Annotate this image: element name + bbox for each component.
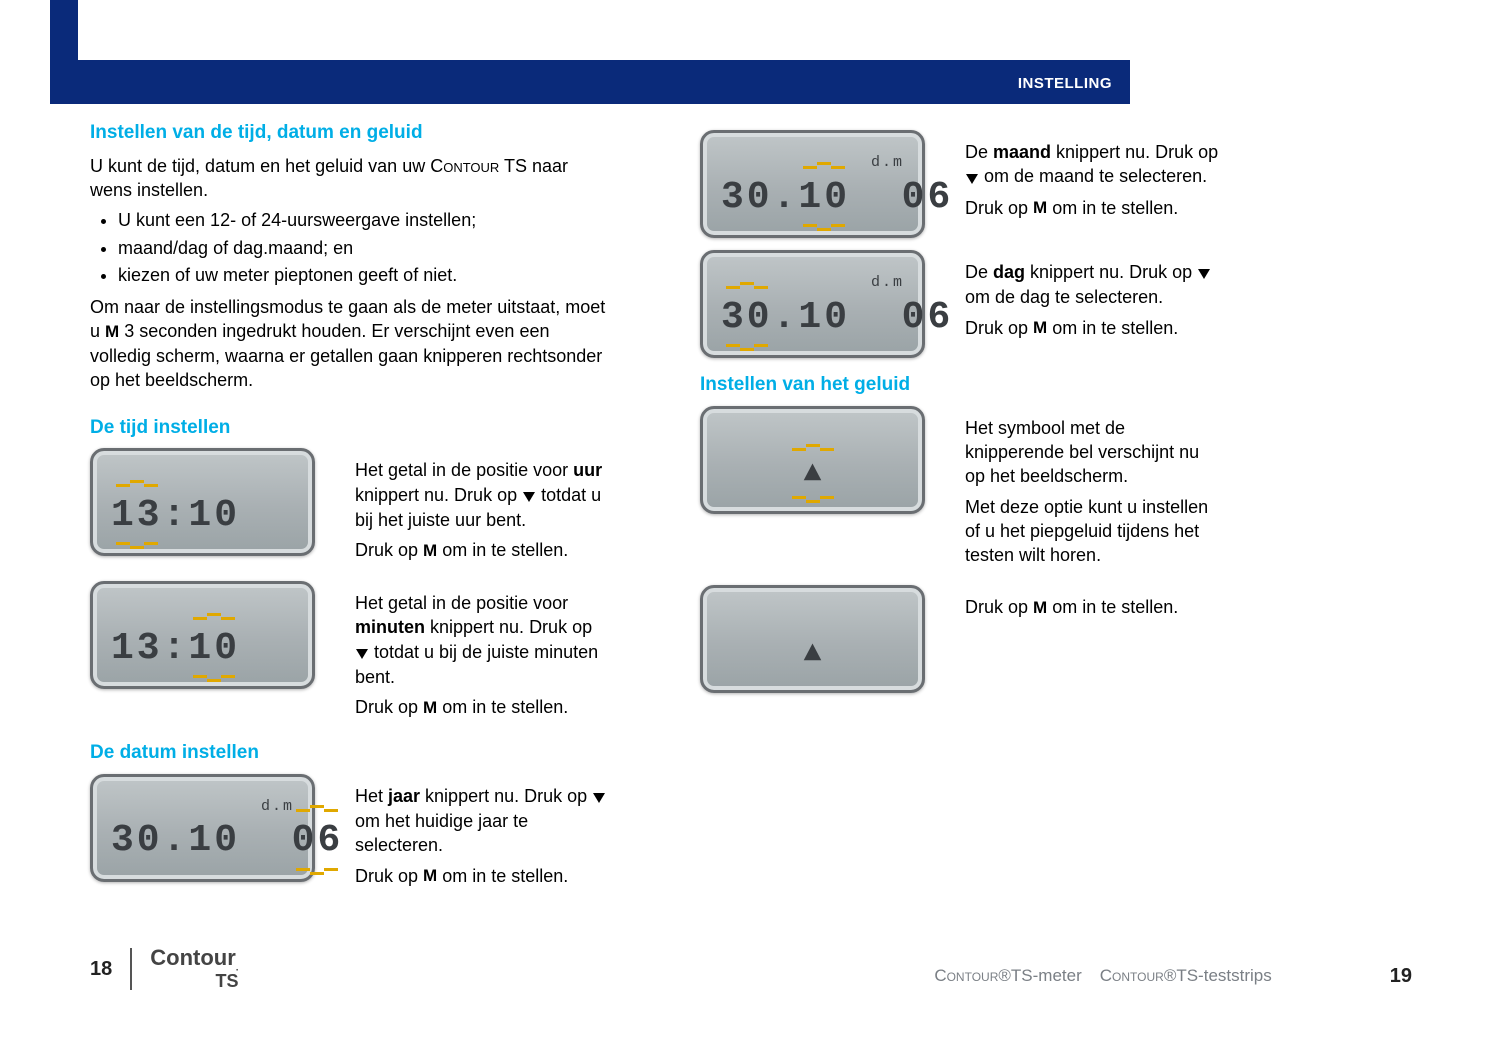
down-icon [355, 641, 369, 665]
date-day-row: d.m 30.10 06 De dag knippert nu. Druk op… [700, 250, 1220, 358]
footer-label: Contour®TS-meter [934, 965, 1081, 988]
m-icon: M [423, 540, 437, 563]
down-icon [1197, 261, 1211, 285]
bell-icon: ▲ [803, 454, 821, 495]
sound-row-2: ▲ Druk op M om in te stellen. [700, 585, 1220, 693]
down-icon [592, 785, 606, 809]
heading-main: Instellen van de tijd, datum en geluid [90, 120, 610, 146]
divider [130, 948, 132, 990]
sound-row-1: ▲ Het symbool met de knipperende bel ver… [700, 406, 1220, 574]
bell-icon: ▲ [803, 634, 821, 675]
lcd-display: ▲ [700, 585, 925, 693]
lcd-display: 13:10 [90, 448, 315, 556]
m-icon: M [1033, 597, 1047, 620]
section-header: INSTELLING [78, 60, 1130, 104]
lcd-display: d.m 30.10 06 [90, 774, 315, 882]
date-year-row: d.m 30.10 06 Het jaar knippert nu. Druk … [90, 774, 610, 895]
lcd-min: 10 [188, 490, 240, 541]
lcd-hour: 13 [111, 490, 163, 541]
page-number: 19 [1390, 963, 1412, 990]
m-icon: M [1033, 317, 1047, 340]
mode-text: Om naar de instellingsmodus te gaan als … [90, 295, 610, 393]
heading-sound: Instellen van het geluid [700, 372, 1220, 398]
761447: d.m 30.10 06 [700, 250, 925, 358]
date-month-row: d.m 30.10 06 De maand knippert nu. Druk … [700, 130, 1220, 238]
page-number: 18 [90, 956, 112, 983]
down-icon [965, 165, 979, 189]
intro-text: U kunt de tijd, datum en het geluid van … [90, 154, 610, 203]
footer-left: 18 Contour. TS [90, 948, 239, 990]
bullet-item: maand/dag of dag.maand; en [118, 236, 610, 260]
footer-label: Contour®TS-teststrips [1100, 965, 1272, 988]
m-icon: M [423, 865, 437, 888]
dm-indicator: d.m [261, 797, 294, 817]
bullet-item: U kunt een 12- of 24-uursweergave instel… [118, 208, 610, 232]
section-label: INSTELLING [1018, 75, 1112, 92]
time-min-row: 13:10 Het getal in de positie voor minut… [90, 581, 610, 726]
m-icon: M [1033, 197, 1047, 220]
time-hour-row: 13:10 Het getal in de positie voor uur k… [90, 448, 610, 569]
page-18: Instellen van de tijd, datum en geluid U… [90, 120, 610, 906]
footer-right: Contour®TS-meter Contour®TS-teststrips 1… [934, 963, 1412, 990]
header-stub [50, 0, 78, 104]
down-icon [522, 484, 536, 508]
heading-time: De tijd instellen [90, 415, 610, 441]
brand-logo: Contour. TS [150, 948, 238, 990]
m-icon: M [105, 321, 119, 344]
bullet-list: U kunt een 12- of 24-uursweergave instel… [118, 208, 610, 287]
lcd-display: 13:10 [90, 581, 315, 689]
heading-date: De datum instellen [90, 740, 610, 766]
lcd-display: d.m 30.10 06 [700, 130, 925, 238]
lcd-display: ▲ [700, 406, 925, 514]
page-19: d.m 30.10 06 De maand knippert nu. Druk … [700, 120, 1220, 705]
bullet-item: kiezen of uw meter pieptonen geeft of ni… [118, 263, 610, 287]
m-icon: M [423, 697, 437, 720]
